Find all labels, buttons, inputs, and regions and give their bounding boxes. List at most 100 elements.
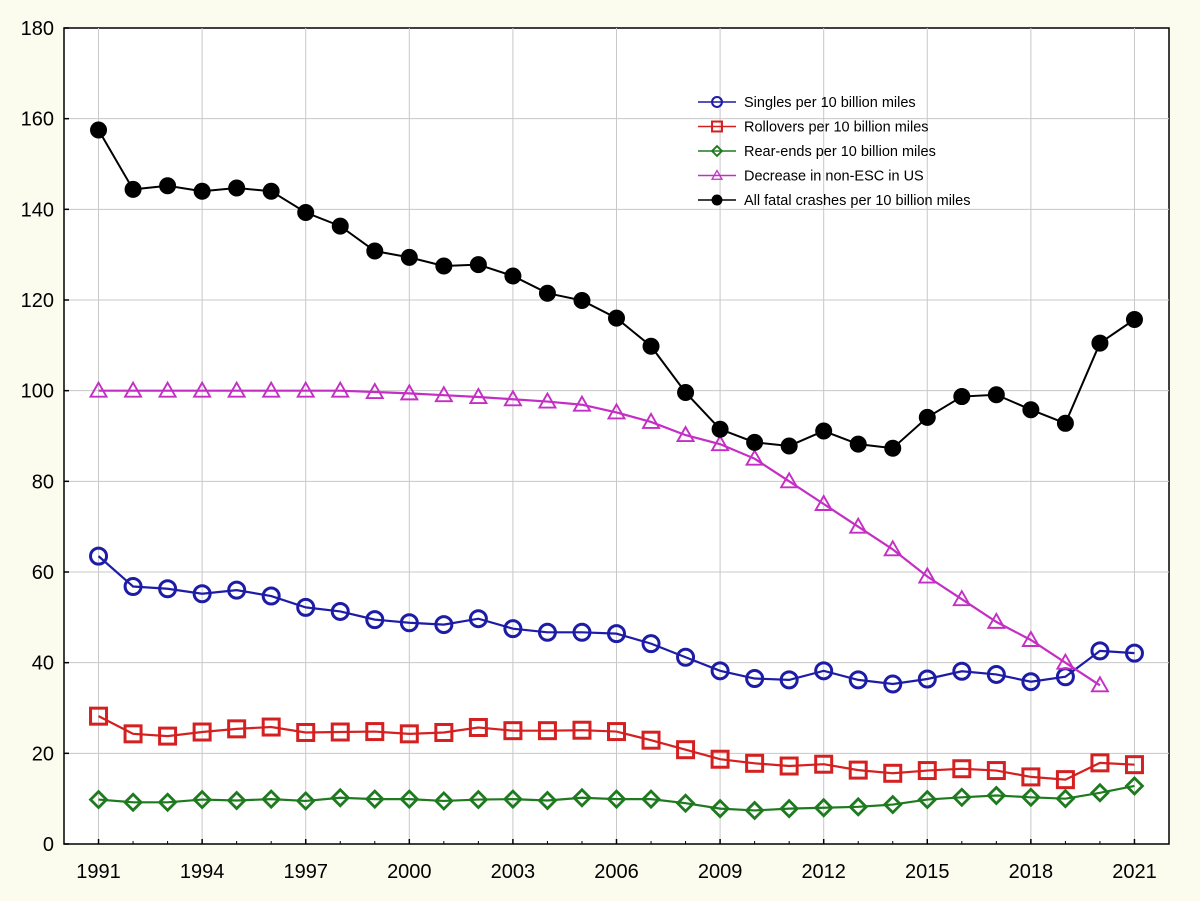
data-point <box>226 790 247 811</box>
data-point <box>90 121 108 139</box>
data-point <box>1091 334 1109 352</box>
data-point <box>365 382 385 399</box>
data-point <box>779 471 799 489</box>
data-point <box>883 763 903 783</box>
data-point <box>227 580 247 600</box>
data-point <box>986 785 1007 806</box>
data-point <box>571 787 592 808</box>
data-point <box>89 546 109 566</box>
data-point <box>814 494 834 511</box>
series-2 <box>89 706 1144 790</box>
data-point <box>192 380 212 398</box>
data-point <box>330 787 351 808</box>
data-point <box>1124 755 1144 775</box>
data-point <box>745 753 765 773</box>
data-point <box>503 389 523 407</box>
y-tick-label: 120 <box>21 290 54 312</box>
data-point <box>123 792 144 813</box>
data-point <box>953 388 971 406</box>
data-point <box>261 789 282 810</box>
data-point <box>606 789 627 810</box>
legend-marker <box>710 169 724 180</box>
data-point <box>952 759 972 779</box>
y-tick-label: 0 <box>43 834 54 856</box>
data-point <box>433 790 454 811</box>
data-point <box>192 584 212 604</box>
legend-label: All fatal crashes per 10 billion miles <box>744 193 970 209</box>
data-point <box>814 661 834 681</box>
data-point <box>711 420 729 438</box>
data-point <box>1090 675 1110 693</box>
data-point <box>537 391 558 409</box>
data-point <box>228 179 246 197</box>
series-layer <box>88 121 1145 821</box>
data-point <box>1056 414 1074 432</box>
data-point <box>468 387 489 404</box>
series-3 <box>88 775 1145 821</box>
data-point <box>815 422 833 440</box>
grid-lines <box>64 28 1169 844</box>
data-point <box>675 793 696 814</box>
data-point <box>295 790 316 811</box>
data-point <box>192 722 212 742</box>
legend-marker <box>711 120 723 133</box>
x-tick-label: 2018 <box>1009 861 1054 883</box>
data-point <box>642 337 660 355</box>
y-tick-label: 140 <box>21 199 54 221</box>
data-point <box>676 647 696 667</box>
data-point <box>123 724 143 744</box>
x-tick-label: 1997 <box>283 861 328 883</box>
y-tick-label: 80 <box>32 471 54 493</box>
legend-entry: Singles per 10 billion miles <box>698 95 916 111</box>
data-point <box>537 790 558 811</box>
data-point <box>710 661 730 681</box>
data-point <box>849 435 867 453</box>
data-point <box>296 597 316 617</box>
data-point <box>261 586 281 606</box>
x-tick-label: 2021 <box>1112 861 1157 883</box>
data-point <box>434 615 454 635</box>
data-point <box>744 800 765 821</box>
data-point <box>952 661 972 681</box>
data-point <box>88 380 109 398</box>
data-point <box>538 284 556 302</box>
data-point <box>296 380 316 398</box>
data-point <box>848 760 868 780</box>
data-point <box>951 787 972 808</box>
legend-marker <box>710 144 724 158</box>
data-point <box>503 619 523 639</box>
data-point <box>468 789 489 810</box>
data-point <box>884 439 902 457</box>
data-point <box>675 425 696 443</box>
data-point <box>1124 775 1145 796</box>
data-point <box>882 794 903 815</box>
data-point <box>89 706 109 726</box>
data-point <box>504 267 522 285</box>
data-point <box>607 624 626 644</box>
data-point <box>779 670 799 690</box>
data-point <box>917 669 937 689</box>
data-point <box>917 761 937 781</box>
x-tick-label: 1991 <box>76 861 121 883</box>
data-point <box>158 726 178 746</box>
data-point <box>779 798 800 819</box>
data-point <box>641 789 662 810</box>
data-point <box>917 566 937 584</box>
data-point <box>779 756 799 776</box>
legend-label: Decrease in non-ESC in US <box>744 169 924 185</box>
data-point <box>468 609 488 629</box>
data-point <box>435 257 453 275</box>
data-point <box>502 789 523 810</box>
legend-label: Singles per 10 billion miles <box>744 95 916 111</box>
series-4 <box>88 380 1110 693</box>
data-point <box>1021 767 1041 787</box>
data-point <box>331 217 349 235</box>
data-point <box>1022 401 1040 419</box>
data-point <box>746 433 764 451</box>
data-point <box>537 721 557 741</box>
x-tick-label: 2009 <box>698 861 743 883</box>
data-point <box>641 412 661 429</box>
data-point <box>365 722 385 742</box>
data-point <box>1055 652 1076 670</box>
